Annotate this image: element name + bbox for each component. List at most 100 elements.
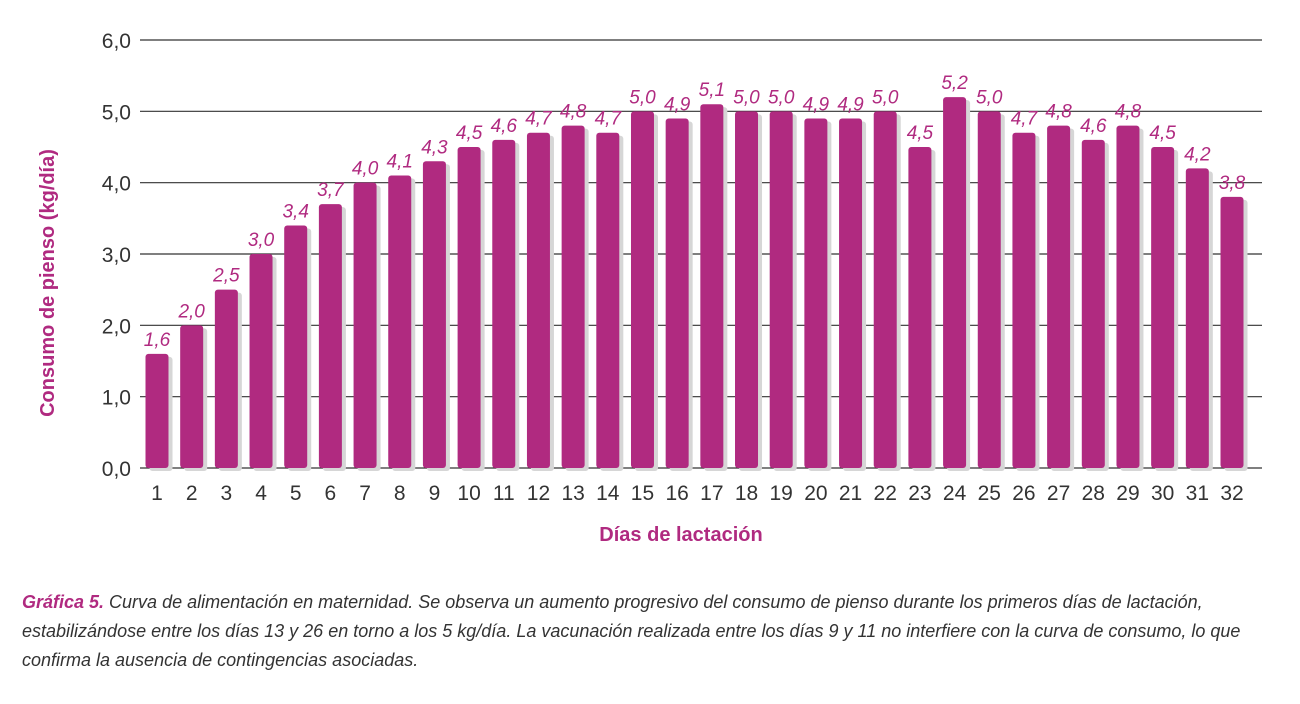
bar [457, 147, 481, 468]
caption-text: Curva de alimentación en maternidad. Se … [22, 592, 1241, 670]
data-label: 4,9 [803, 94, 830, 115]
x-tick-label: 13 [561, 482, 584, 505]
bar [1047, 125, 1071, 468]
bar [1185, 168, 1209, 468]
y-axis-ticks: 0,0 1,0 2,0 3,0 4,0 5,0 6,0 [102, 30, 131, 481]
data-label: 3,7 [317, 180, 345, 201]
data-label: 4,8 [1045, 102, 1072, 123]
y-tick-label: 4,0 [102, 173, 131, 196]
data-label: 4,8 [1115, 102, 1142, 123]
x-tick-label: 4 [255, 482, 267, 505]
bar [1116, 125, 1140, 468]
data-label: 4,8 [560, 102, 587, 123]
data-label: 4,5 [456, 123, 483, 144]
data-label: 5,0 [629, 87, 656, 108]
x-tick-label: 10 [457, 482, 480, 505]
x-tick-label: 18 [735, 482, 758, 505]
data-label: 5,0 [976, 87, 1003, 108]
data-label: 4,6 [1080, 116, 1107, 137]
bar [769, 111, 793, 468]
bar [908, 147, 932, 468]
x-tick-label: 19 [770, 482, 793, 505]
x-tick-label: 20 [804, 482, 827, 505]
bar-chart: 0,0 1,0 2,0 3,0 4,0 5,0 6,0 1,6 2,0 2,5 3,0 3,4 3,7… [37, 30, 1262, 546]
x-tick-label: 8 [394, 482, 406, 505]
x-tick-label: 16 [665, 482, 688, 505]
x-tick-label: 25 [978, 482, 1001, 505]
x-tick-label: 12 [527, 482, 550, 505]
y-axis-title: Consumo de pienso (kg/día) [37, 149, 59, 417]
data-label: 3,4 [282, 201, 308, 222]
bar [561, 125, 585, 468]
data-label: 5,1 [699, 80, 725, 101]
x-tick-label: 14 [596, 482, 620, 505]
bar [700, 104, 724, 468]
data-label: 5,0 [733, 87, 760, 108]
x-tick-label: 11 [493, 482, 515, 505]
bar [1151, 147, 1175, 468]
data-label: 4,2 [1184, 144, 1211, 165]
data-label: 2,0 [177, 301, 205, 322]
bar [526, 132, 550, 468]
data-label: 2,5 [212, 266, 240, 287]
bar [735, 111, 759, 468]
x-tick-label: 22 [874, 482, 897, 505]
x-axis-title: Días de lactación [599, 524, 762, 546]
bar [943, 97, 967, 469]
y-tick-label: 2,0 [102, 315, 131, 338]
bar [1220, 196, 1244, 468]
bar [214, 289, 238, 468]
x-tick-label: 26 [1012, 482, 1035, 505]
bar [977, 111, 1001, 468]
x-tick-label: 3 [221, 482, 233, 505]
x-tick-label: 7 [359, 482, 371, 505]
figure-caption: Gráfica 5. Curva de alimentación en mate… [22, 588, 1278, 675]
data-label: 1,6 [144, 330, 171, 351]
x-tick-label: 5 [290, 482, 302, 505]
data-label: 5,0 [768, 87, 795, 108]
bar [804, 118, 828, 468]
x-tick-label: 28 [1082, 482, 1105, 505]
data-label: 4,7 [595, 109, 623, 130]
data-label: 4,3 [421, 137, 448, 158]
data-labels: 1,6 2,0 2,5 3,0 3,4 3,7 4,0 4,1 4,3 4,5 4,6 4,7 4,8 4… [144, 73, 1246, 351]
x-tick-label: 30 [1151, 482, 1174, 505]
x-tick-label: 24 [943, 482, 967, 505]
data-label: 4,6 [491, 116, 518, 137]
x-tick-label: 1 [151, 482, 163, 505]
data-label: 5,2 [941, 73, 968, 94]
data-label: 4,0 [352, 159, 379, 180]
bar [180, 325, 204, 468]
bar [873, 111, 897, 468]
x-tick-label: 27 [1047, 482, 1070, 505]
bar [1081, 139, 1105, 468]
data-label: 4,5 [1149, 123, 1176, 144]
data-label: 4,1 [387, 152, 413, 173]
x-tick-label: 6 [325, 482, 337, 505]
bar [145, 353, 169, 468]
x-tick-label: 32 [1220, 482, 1243, 505]
bar [1012, 132, 1036, 468]
bar [665, 118, 689, 468]
bar [353, 182, 377, 468]
y-tick-label: 6,0 [102, 30, 131, 53]
data-label: 4,9 [664, 94, 691, 115]
data-label: 3,0 [248, 230, 275, 251]
data-label: 5,0 [872, 87, 899, 108]
bar [492, 139, 516, 468]
bar [596, 132, 620, 468]
x-tick-label: 29 [1116, 482, 1139, 505]
bar [318, 204, 342, 469]
y-tick-label: 1,0 [102, 387, 131, 410]
y-tick-label: 0,0 [102, 458, 131, 481]
data-label: 4,5 [907, 123, 934, 144]
x-tick-label: 2 [186, 482, 198, 505]
bars [145, 97, 1248, 472]
caption-label: Gráfica 5. [22, 592, 105, 612]
x-axis-ticks: 1 2 3 4 5 6 7 8 9 10 11 12 13 14 15 16 17 18 19 20 21 22 23 24 2… [151, 482, 1244, 505]
x-tick-label: 21 [839, 482, 862, 505]
bar [388, 175, 412, 469]
x-tick-label: 31 [1186, 482, 1209, 505]
data-label: 3,8 [1219, 173, 1246, 194]
bar [249, 254, 273, 468]
